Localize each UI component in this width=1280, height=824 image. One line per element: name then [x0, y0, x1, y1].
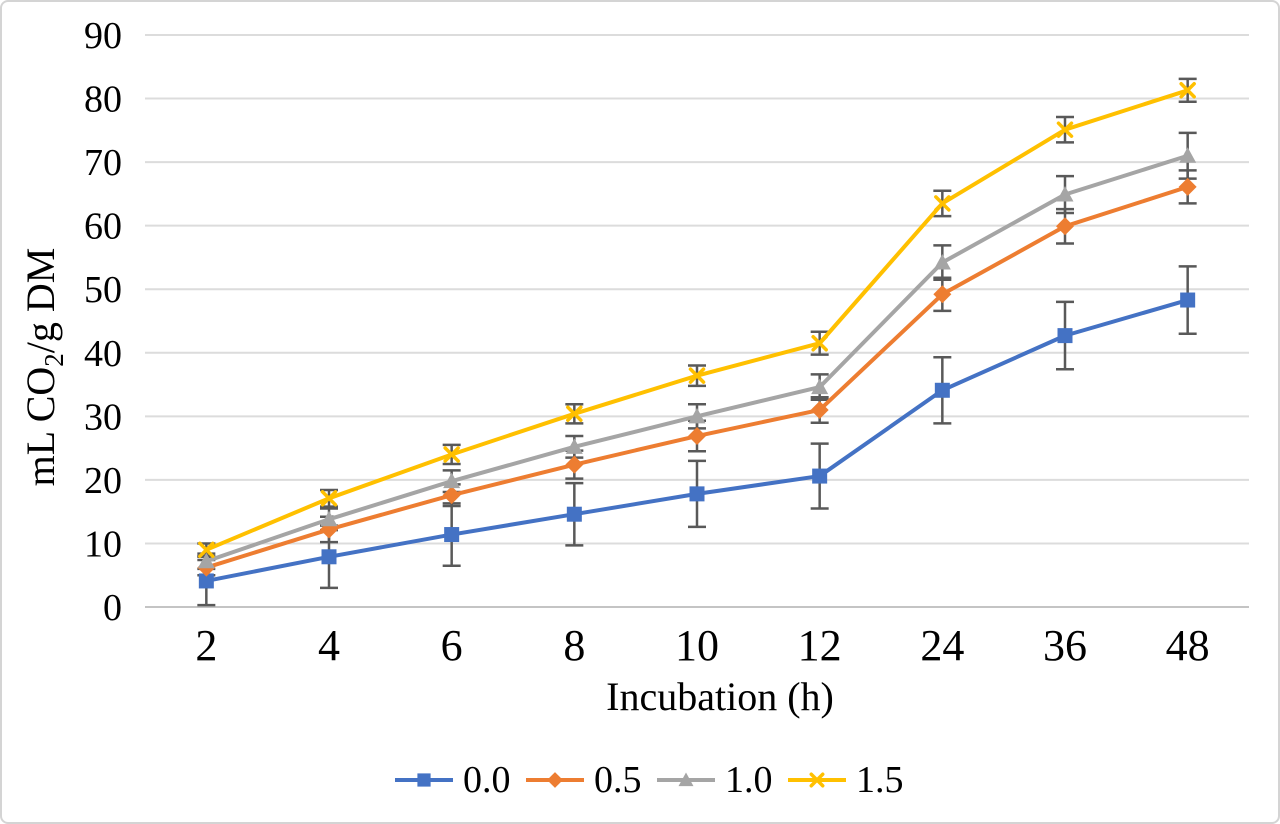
y-tick-label: 60: [84, 206, 122, 248]
x-marker: [688, 367, 706, 384]
square-marker: [198, 573, 214, 589]
x-marker: [443, 446, 460, 463]
legend: 0.0 0.5 1.0 1.5: [395, 759, 904, 801]
x-marker-stroke: [320, 490, 338, 507]
diamond-marker: [1056, 217, 1074, 236]
triangle-marker: [1056, 186, 1074, 202]
series-markers-1.5: [198, 82, 1196, 559]
series-markers-0.0: [198, 292, 1196, 589]
square-marker: [321, 549, 337, 565]
diamond-marker: [933, 285, 952, 304]
diamond-marker: [1178, 177, 1197, 196]
x-marker-stroke: [934, 195, 951, 212]
square-marker: [566, 506, 582, 522]
square-marker: [689, 486, 705, 502]
x-tick-label: 24: [920, 621, 964, 670]
y-tick-label: 90: [84, 15, 122, 57]
y-tick-label: 70: [84, 142, 122, 184]
y-tick-label: 50: [84, 269, 122, 311]
x-marker-stroke: [198, 541, 215, 559]
x-tick-label: 12: [798, 621, 842, 670]
legend-item-0.0: 0.0: [395, 759, 511, 801]
x-marker-stroke: [1056, 121, 1074, 138]
x-marker: [934, 195, 951, 212]
triangle-marker: [565, 438, 583, 454]
legend-item-1.5: 1.5: [788, 759, 904, 801]
diamond-marker: [442, 486, 461, 505]
series-markers-1.0: [197, 147, 1197, 569]
x-marker-stroke: [443, 446, 460, 463]
y-tick-label: 10: [84, 523, 122, 565]
legend-label: 0.5: [594, 759, 642, 801]
square-marker: [934, 382, 950, 398]
x-marker-stroke: [688, 367, 706, 384]
y-axis-title: mL CO2/g DM: [18, 248, 69, 487]
legend-label: 1.5: [856, 759, 904, 801]
y-tick-label: 40: [84, 333, 122, 375]
x-tick-label: 48: [1166, 621, 1210, 670]
y-tick-label: 30: [84, 396, 122, 438]
triangle-marker: [688, 407, 706, 424]
triangle-marker: [197, 552, 215, 569]
x-marker: [320, 490, 338, 507]
legend-item-1.0: 1.0: [657, 759, 773, 801]
y-tick-label: 80: [84, 79, 122, 121]
x-marker: [198, 541, 215, 559]
square-marker: [444, 527, 460, 543]
x-marker-stroke: [566, 405, 583, 423]
x-marker: [811, 334, 828, 352]
x-tick-label: 10: [675, 621, 719, 670]
x-marker: [809, 772, 825, 788]
square-marker: [812, 468, 828, 484]
square-marker: [417, 773, 431, 787]
diamond-marker: [565, 455, 584, 474]
x-marker-stroke: [1179, 82, 1196, 99]
legend-item-0.5: 0.5: [526, 759, 642, 801]
y-tick-label: 0: [103, 587, 122, 629]
x-marker: [566, 405, 583, 423]
y-axis-tick-labels: 0 10 20 30 40 50 60 70 80 90: [84, 15, 122, 629]
square-marker: [1180, 292, 1196, 308]
x-tick-label: 6: [441, 621, 463, 670]
x-tick-label: 8: [563, 621, 585, 670]
diamond-marker: [547, 772, 563, 788]
triangle-marker: [811, 378, 829, 395]
x-tick-label: 2: [195, 621, 217, 670]
x-tick-label: 36: [1043, 621, 1087, 670]
triangle-marker: [933, 254, 951, 270]
square-marker: [1057, 328, 1073, 344]
x-marker-stroke: [809, 772, 825, 788]
legend-label: 0.0: [463, 759, 511, 801]
diamond-marker: [688, 427, 706, 446]
triangle-marker: [678, 772, 694, 787]
triangle-marker: [320, 510, 338, 527]
triangle-marker: [1179, 147, 1197, 163]
x-axis-title: Incubation (h): [606, 674, 834, 719]
x-marker: [1056, 121, 1074, 138]
x-axis-tick-labels: 2 4 6 8 10 12 24 36 48: [195, 621, 1209, 670]
x-marker-stroke: [811, 334, 828, 352]
legend-label: 1.0: [725, 759, 773, 801]
triangle-marker: [443, 472, 461, 489]
y-tick-label: 20: [84, 460, 122, 502]
x-tick-label: 4: [318, 621, 340, 670]
diamond-marker: [810, 400, 829, 419]
x-marker: [1179, 82, 1196, 99]
